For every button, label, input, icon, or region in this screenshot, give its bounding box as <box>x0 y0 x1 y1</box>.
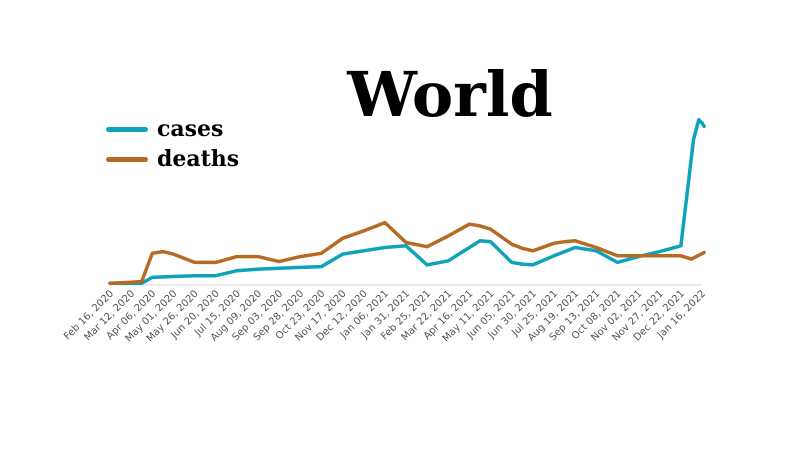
legend-item-deaths: deaths <box>106 144 239 174</box>
legend-label-deaths: deaths <box>157 146 240 172</box>
chart-legend: cases deaths <box>106 114 239 174</box>
series-line-cases <box>108 117 706 285</box>
series-lines <box>108 117 706 285</box>
legend-swatch-deaths <box>106 156 148 162</box>
legend-label-cases: cases <box>157 116 224 142</box>
legend-item-cases: cases <box>106 114 239 144</box>
legend-swatch-cases <box>106 126 148 132</box>
series-line-deaths <box>108 220 706 285</box>
chart-title: World <box>347 58 553 131</box>
